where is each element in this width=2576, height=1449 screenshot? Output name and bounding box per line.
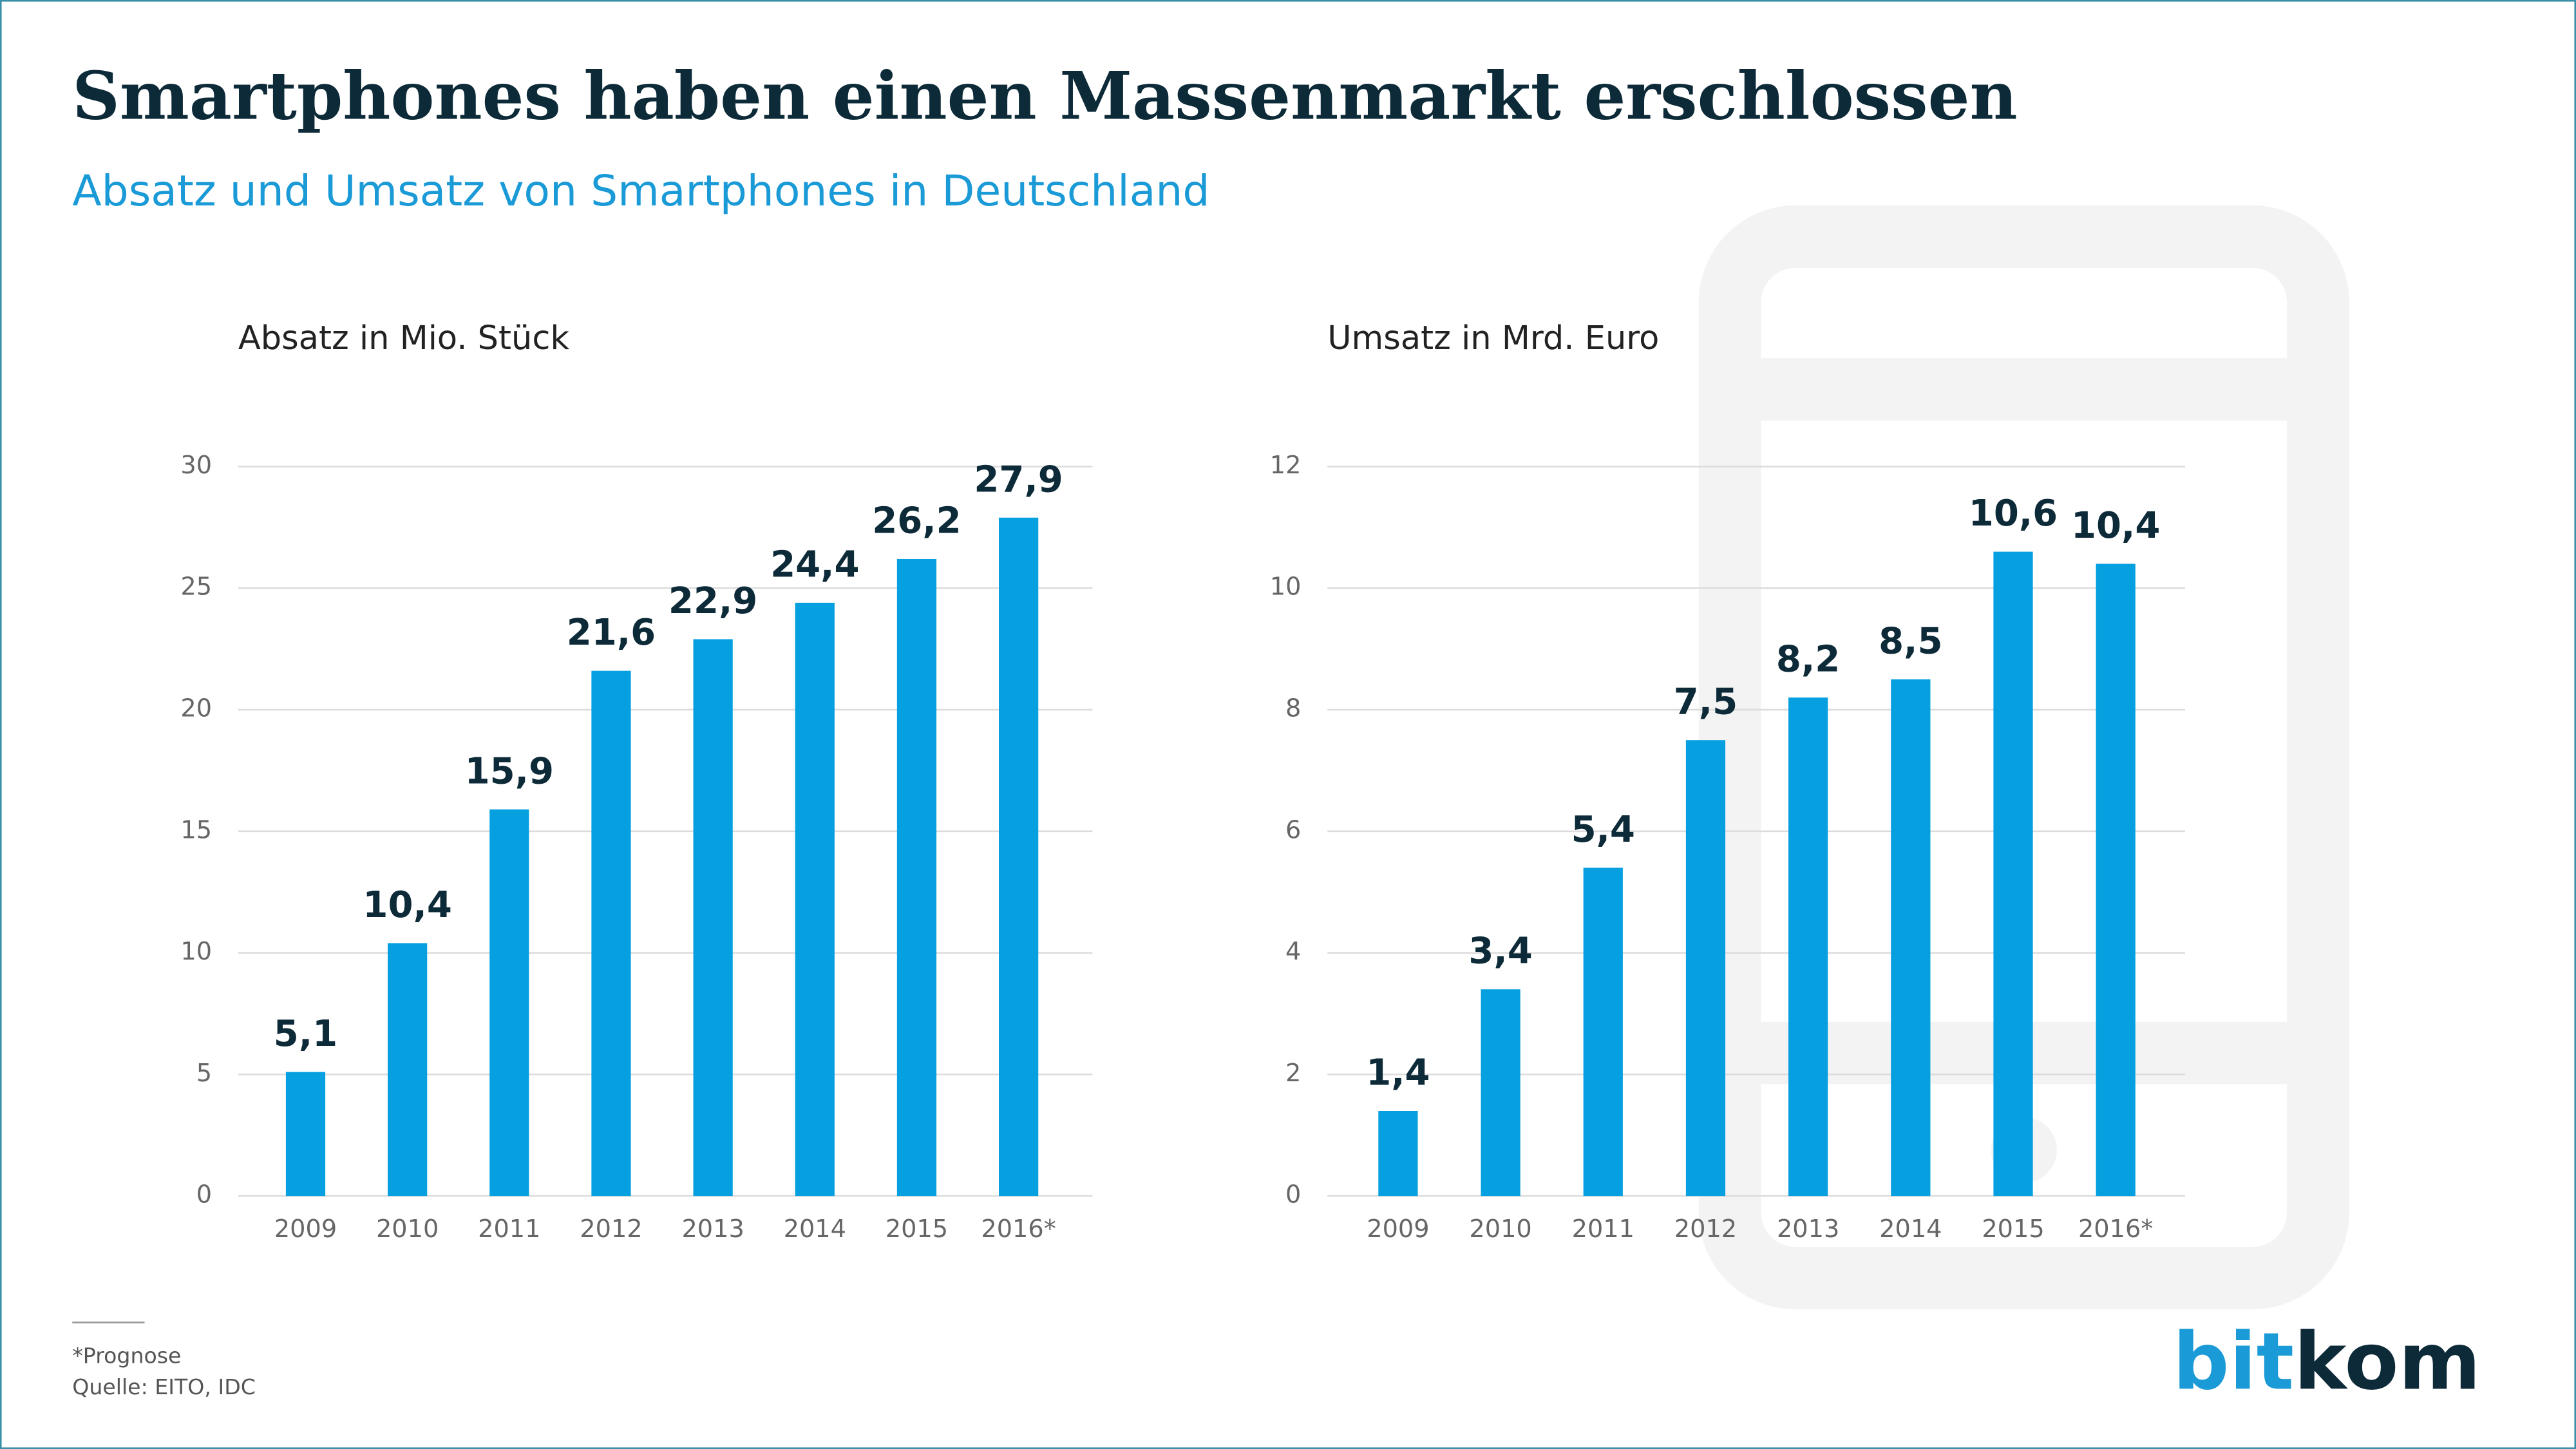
value-label: 8,5 [1879,620,1942,662]
value-label: 1,4 [1366,1052,1430,1094]
bar [591,670,631,1197]
x-tick-label: 2011 [1572,1215,1634,1244]
y-tick-label: 30 [180,451,212,480]
x-tick-label: 2009 [274,1215,337,1244]
value-label: 27,9 [974,459,1063,500]
bar [795,602,835,1197]
subtitle: Absatz und Umsatz von Smartphones in Deu… [72,166,1209,216]
x-tick-label: 2016* [981,1215,1056,1244]
y-tick-label: 10 [1270,573,1302,601]
bar [285,1072,326,1197]
value-label: 5,1 [274,1013,337,1055]
axis-title: Absatz in Mio. Stück [238,319,570,357]
x-tick-label: 2011 [478,1215,540,1244]
y-tick-label: 5 [196,1059,212,1088]
y-tick-label: 15 [180,815,212,844]
y-tick-label: 8 [1285,694,1301,723]
y-tick-label: 25 [180,573,212,601]
x-tick-label: 2010 [376,1215,439,1244]
value-label: 26,2 [872,500,961,542]
x-tick-label: 2009 [1367,1215,1429,1244]
bar [999,517,1039,1197]
source: Quelle: EITO, IDC [72,1374,256,1399]
y-tick-label: 6 [1285,815,1301,844]
x-tick-label: 2013 [1777,1215,1839,1244]
bar [1993,551,2033,1197]
value-label: 3,4 [1468,931,1532,972]
bar [1481,989,1520,1197]
y-tick-label: 12 [1270,451,1302,480]
y-tick-label: 0 [196,1180,212,1209]
value-label: 8,2 [1776,639,1840,681]
x-tick-label: 2016* [2078,1215,2153,1244]
y-tick-label: 2 [1285,1059,1301,1088]
x-tick-label: 2012 [580,1215,642,1244]
value-label: 10,6 [1969,493,2058,535]
x-tick-label: 2014 [784,1215,846,1244]
y-tick-label: 4 [1285,937,1301,966]
bar [388,943,428,1197]
logo-part: kom [2294,1315,2481,1407]
x-tick-label: 2010 [1469,1215,1531,1244]
bar [896,558,937,1197]
bar [1685,740,1726,1197]
value-label: 10,4 [363,884,451,926]
bar [2096,564,2136,1197]
value-label: 21,6 [567,612,656,654]
y-tick-label: 0 [1285,1180,1301,1209]
title: Smartphones haben einen Massenmarkt ersc… [72,58,2017,135]
value-label: 7,5 [1674,681,1738,723]
y-tick-label: 20 [180,694,212,723]
bar [693,639,733,1197]
bar [1788,697,1828,1197]
x-tick-label: 2012 [1674,1215,1737,1244]
value-label: 22,9 [668,580,757,622]
x-tick-label: 2013 [681,1215,744,1244]
bar [489,809,529,1197]
value-label: 10,4 [2071,505,2160,547]
bar [1583,867,1623,1197]
bar [1378,1111,1418,1197]
value-label: 5,4 [1571,809,1635,851]
y-tick-label: 10 [180,937,212,966]
value-label: 24,4 [770,544,859,585]
x-tick-label: 2014 [1879,1215,1942,1244]
bar [1891,679,1931,1197]
axis-title: Umsatz in Mrd. Euro [1327,319,1659,357]
value-label: 15,9 [465,750,554,792]
x-tick-label: 2015 [1982,1215,2044,1244]
logo-part: bit [2173,1315,2294,1407]
x-tick-label: 2015 [886,1215,948,1244]
logo: bitkom [2173,1315,2481,1407]
footnote: *Prognose [72,1343,181,1368]
